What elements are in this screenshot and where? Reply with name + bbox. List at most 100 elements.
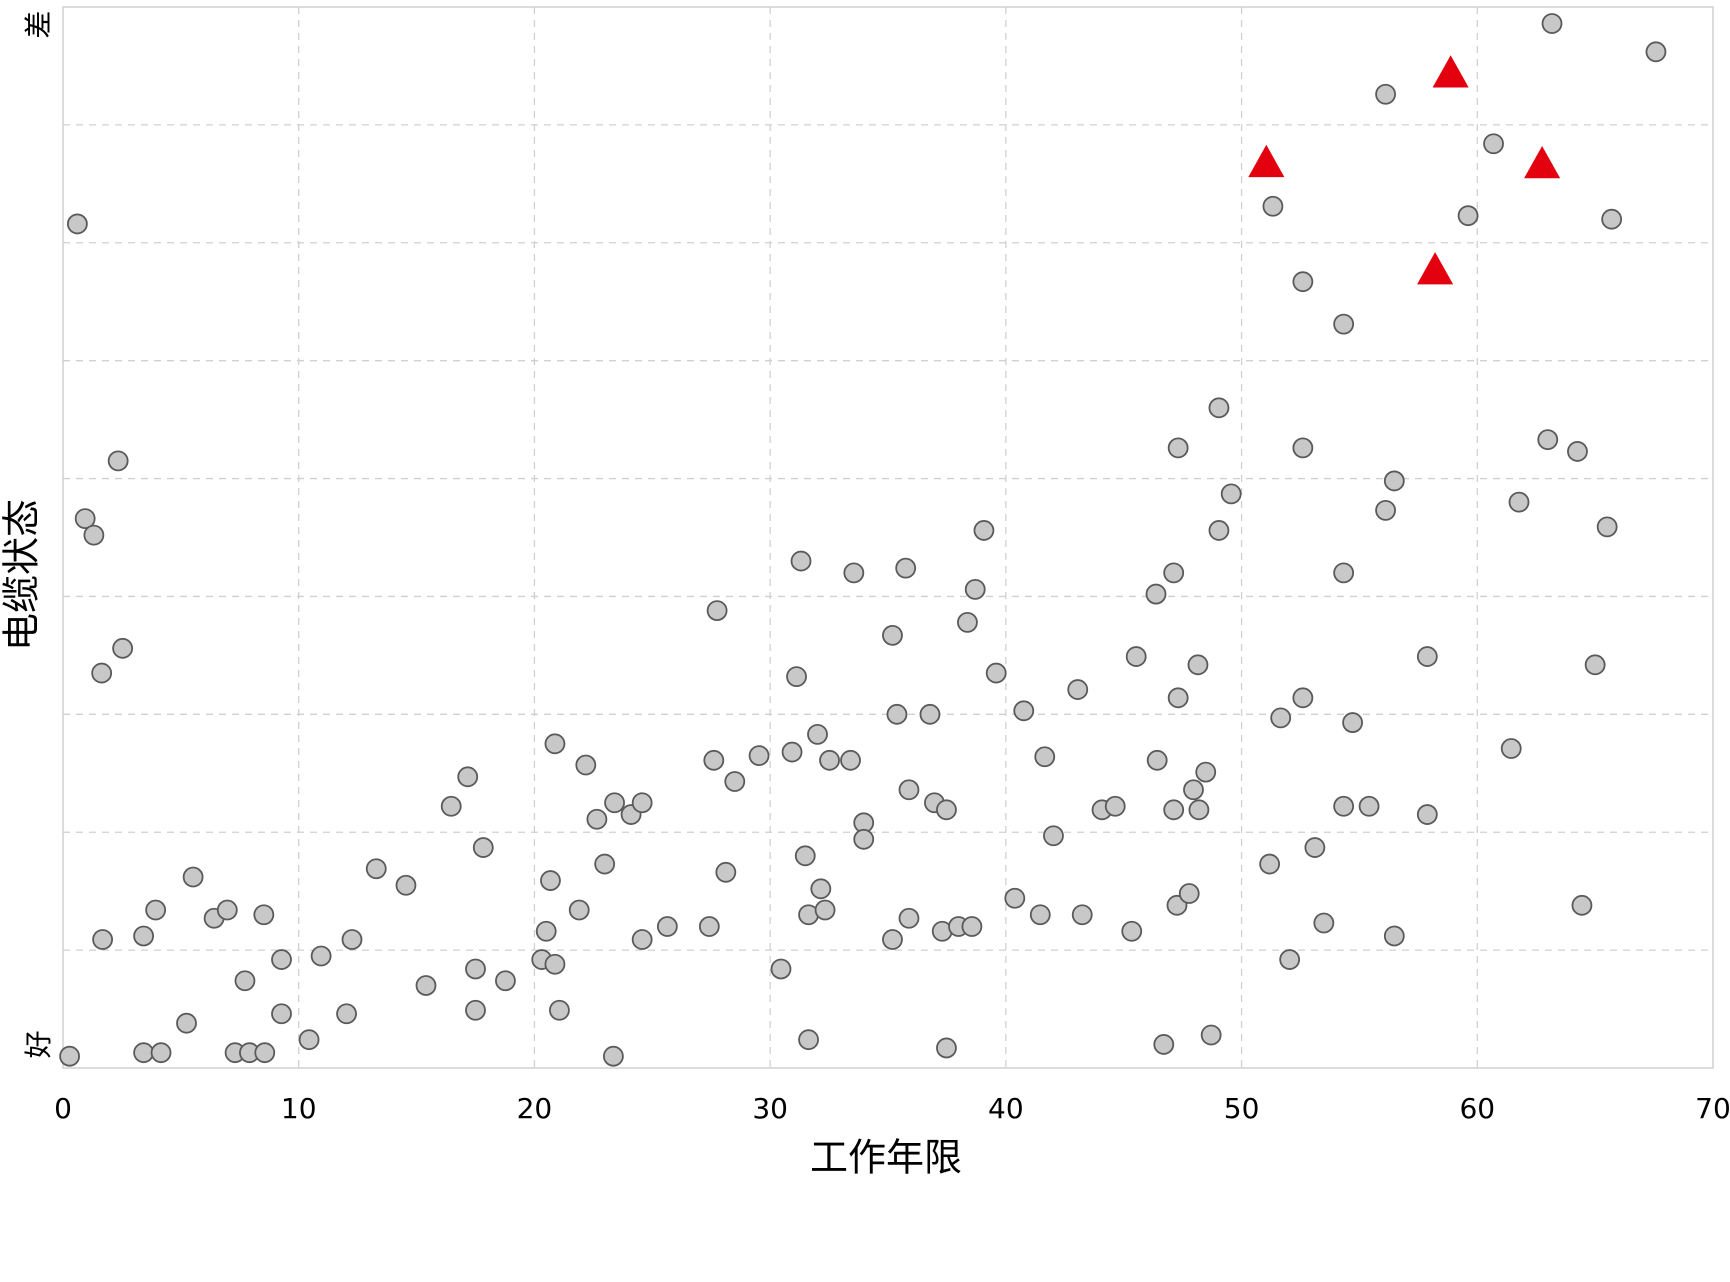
scatter-point [1220,483,1242,505]
scatter-point [298,1029,320,1051]
scatter-point [1178,883,1200,904]
scatter-point [656,916,678,937]
scatter-point [1333,795,1355,817]
scatter-point [715,861,737,883]
scatter-point [1584,654,1606,676]
scatter-point [1383,470,1405,492]
scatter-point [1259,853,1281,875]
scatter-point [271,1003,292,1025]
scatter-point [495,970,516,992]
scatter-point [59,1045,80,1067]
scatter-point [440,795,462,817]
scatter-point [575,754,597,776]
scatter-point [1292,271,1314,293]
x-tick-label: 10 [281,1092,317,1125]
scatter-point [254,1042,276,1064]
scatter-point [1167,437,1189,459]
triangle-point [1432,55,1469,88]
scatter-point [1167,687,1189,709]
scatter-point [1187,654,1209,676]
scatter-point [1571,894,1593,916]
scatter-point [882,929,903,950]
scatter-point [1195,761,1217,783]
scatter-point [936,799,957,821]
scatter-point [1125,646,1147,667]
scatter-point [1304,837,1326,858]
scatter-point [216,899,238,921]
scatter-point [1183,779,1204,801]
scatter-point [182,866,204,888]
scatter-point [365,858,387,880]
plot-frame [62,6,1714,1069]
scatter-point [83,524,105,546]
scatter-point [133,1042,155,1064]
scatter-point [703,749,725,771]
scatter-point [415,975,437,996]
scatter-point [112,637,134,659]
scatter-point [1567,441,1588,462]
scatter-point [604,792,625,814]
scatter-point [465,999,486,1021]
y-tick-label: 差 [22,11,55,39]
scatter-point [535,920,557,942]
scatter-point [1500,738,1522,759]
triangle-point [1248,144,1285,178]
scatter-point [631,792,653,814]
scatter-point [150,1042,172,1064]
scatter-point [843,562,865,584]
scatter-point [957,611,978,633]
scatter-point [770,958,792,980]
scatter-point [1034,746,1056,768]
scatter-point [395,874,417,896]
scatter-point [919,703,941,725]
scatter-point [1188,799,1210,821]
scatter-point [145,899,167,921]
scatter-point [1416,804,1438,825]
scatter-point [1333,313,1355,335]
scatter-point [1541,13,1563,34]
scatter-point [798,1029,819,1051]
scatter-point [66,213,88,235]
scatter-point [1596,516,1618,538]
scatter-point [810,878,832,900]
scatter-point [794,845,816,867]
scatter-point [253,904,275,926]
scatter-point [1333,562,1355,584]
scatter-point [271,949,292,970]
scatter-point [1146,749,1168,771]
scatter-point [840,749,861,771]
scatter-point [985,662,1007,684]
scatter-point [814,899,836,921]
scatter-point [1262,195,1284,217]
scatter-point [786,666,807,688]
scatter-point [819,749,840,771]
scatter-point [568,899,590,921]
scatter-point [748,745,770,766]
scatter-point [790,550,812,572]
scatter-point [706,600,728,621]
scatter-point [1292,687,1314,709]
scatter-point [724,771,746,792]
scatter-point [544,953,566,975]
scatter-point [1416,646,1438,667]
scatter-point [91,662,113,684]
scatter-point [1043,825,1064,847]
scatter-point [1071,904,1093,926]
scatter-point [1270,707,1292,729]
scatter-point [1375,499,1396,521]
scatter-point [1121,920,1143,942]
scatter-point [882,624,903,646]
scatter-point [1163,799,1185,821]
scatter-point [586,808,608,830]
scatter-point [336,1003,357,1025]
scatter-point [234,970,256,992]
scatter-point [1067,679,1089,700]
scatter-point [1375,83,1396,105]
scatter-point [631,929,653,950]
scatter-point [853,828,875,850]
x-tick-label: 30 [752,1092,788,1125]
y-axis-label: 电缆状态 [0,499,44,651]
scatter-point [898,779,920,801]
scatter-point [698,916,720,937]
